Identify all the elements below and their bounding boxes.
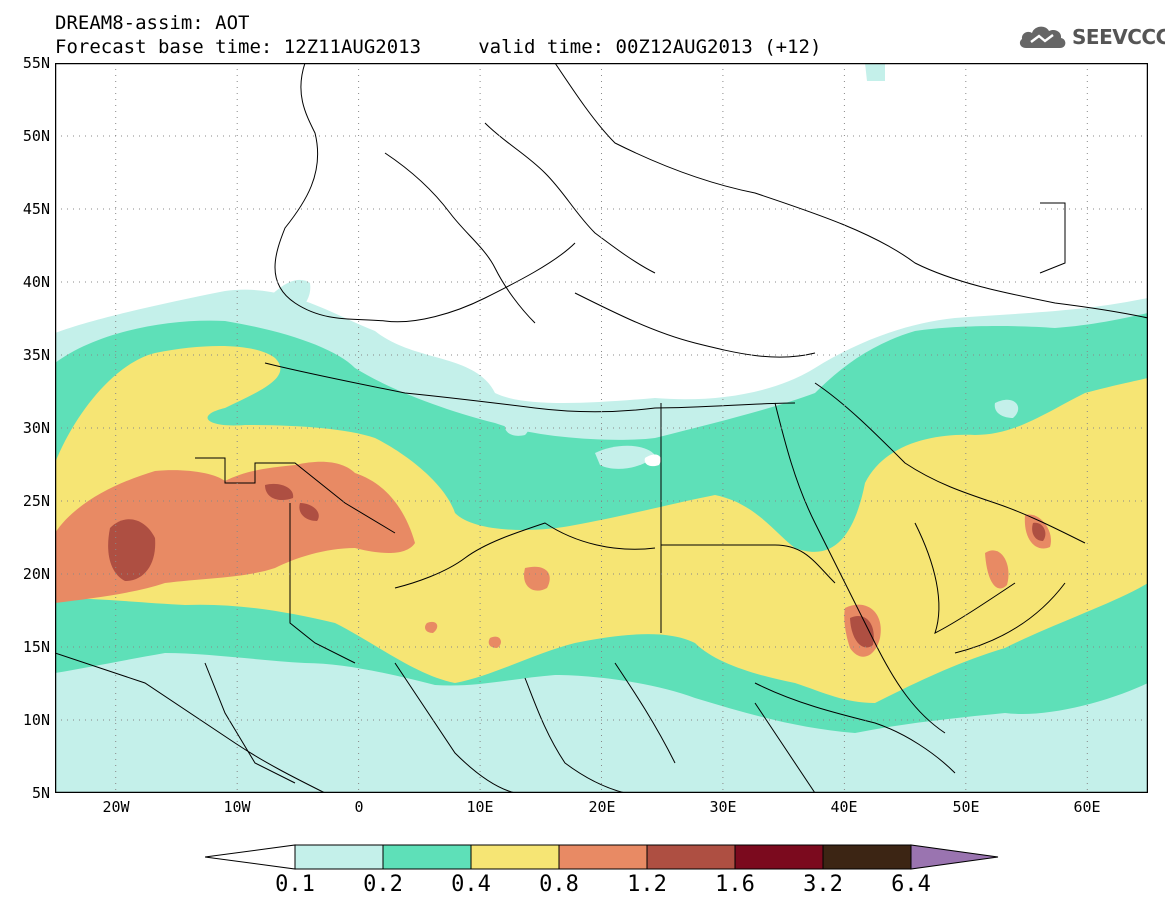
- colorbar-label-0.8: 0.8: [539, 872, 579, 897]
- map-title: DREAM8-assim: AOT: [55, 12, 250, 34]
- cloud-icon: [1019, 26, 1066, 48]
- colorbar-bin-0.2: [382, 844, 472, 870]
- colorbar-label-0.1: 0.1: [275, 872, 315, 897]
- lat-label-10n: 10N: [22, 711, 50, 729]
- lon-label-10w: 10W: [223, 798, 251, 816]
- colorbar-label-1.2: 1.2: [627, 872, 667, 897]
- colorbar-over-arrow: [910, 844, 999, 870]
- colorbar-bin-1.6: [734, 844, 824, 870]
- colorbar-label-3.2: 3.2: [803, 872, 843, 897]
- colorbar-bin-0.8: [558, 844, 648, 870]
- lat-label-55n: 55N: [22, 54, 50, 72]
- colorbar-bin-1.2: [646, 844, 736, 870]
- lat-label-20n: 20N: [22, 565, 50, 583]
- lat-label-25n: 25N: [22, 492, 50, 510]
- seevccc-logo: SEEVCCC: [1018, 22, 1165, 52]
- lon-label-20w: 20W: [102, 798, 130, 816]
- lon-label-10e: 10E: [466, 798, 494, 816]
- colorbar-bin-0.4: [470, 844, 560, 870]
- lat-label-30n: 30N: [22, 419, 50, 437]
- aot-map: [55, 63, 1148, 793]
- colorbar-label-0.2: 0.2: [363, 872, 403, 897]
- lat-label-5n: 5N: [31, 784, 50, 802]
- lat-label-45n: 45N: [22, 200, 50, 218]
- lon-label-0: 0: [354, 798, 364, 816]
- colorbar-label-1.6: 1.6: [715, 872, 755, 897]
- colorbar-bin-0.1: [294, 844, 384, 870]
- country-borders: [55, 63, 1148, 793]
- graticule: [55, 63, 1148, 793]
- lon-label-20e: 20E: [588, 798, 616, 816]
- colorbar-label-6.4: 6.4: [891, 872, 931, 897]
- aot-1.2-region: [108, 519, 156, 581]
- lon-label-30e: 30E: [709, 798, 737, 816]
- colorbar-label-0.4: 0.4: [451, 872, 491, 897]
- logo-text: SEEVCCC: [1072, 25, 1165, 49]
- lat-label-15n: 15N: [22, 638, 50, 656]
- forecast-time-info: Forecast base time: 12Z11AUG2013 valid t…: [55, 36, 822, 58]
- lon-label-60e: 60E: [1073, 798, 1101, 816]
- colorbar-under-arrow: [204, 844, 296, 870]
- lon-label-50e: 50E: [952, 798, 980, 816]
- colorbar-bin-3.2: [822, 844, 912, 870]
- colorbar: [204, 843, 1000, 875]
- map-frame: [55, 63, 1148, 793]
- lat-label-50n: 50N: [22, 127, 50, 145]
- lon-label-40e: 40E: [830, 798, 858, 816]
- lat-label-40n: 40N: [22, 273, 50, 291]
- lat-label-35n: 35N: [22, 346, 50, 364]
